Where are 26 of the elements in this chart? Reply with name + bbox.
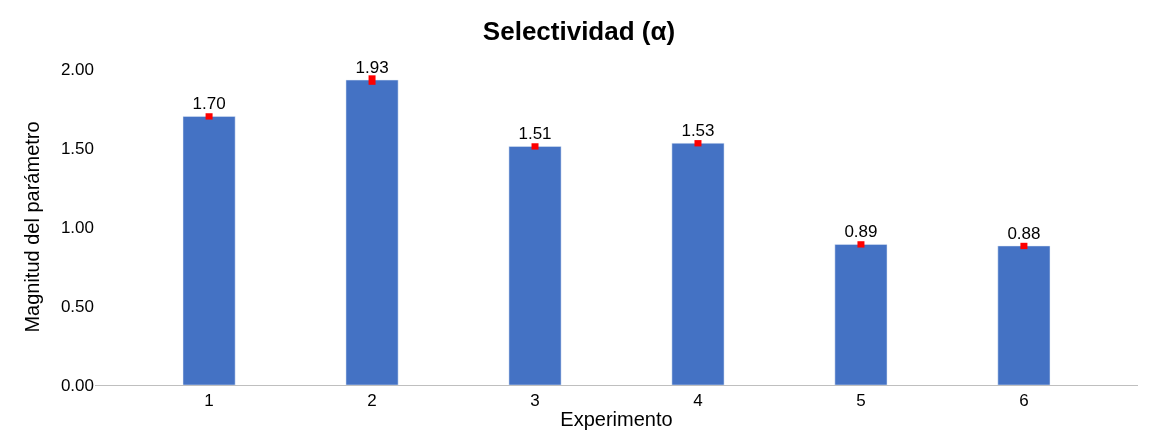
x-tick-label: 4 xyxy=(693,391,703,411)
bar xyxy=(182,116,236,385)
y-tick-label: 1.50 xyxy=(60,138,94,158)
x-tick-label: 2 xyxy=(367,391,377,411)
x-tick-label: 3 xyxy=(530,391,540,411)
data-label: 1.70 xyxy=(192,94,226,114)
data-label: 0.89 xyxy=(844,222,878,242)
y-tick-label: 0.00 xyxy=(60,375,94,395)
y-axis-title: Magnitud del parámetro xyxy=(21,121,44,333)
x-tick-label: 5 xyxy=(856,391,866,411)
bar xyxy=(997,245,1051,385)
y-tick-label: 1.00 xyxy=(60,217,94,237)
data-label: 1.53 xyxy=(681,121,715,141)
y-tick-label: 2.00 xyxy=(60,59,94,79)
x-axis-title: Experimento xyxy=(560,407,673,430)
bar xyxy=(508,146,562,385)
chart-title: Selectividad (α) xyxy=(482,16,676,47)
x-tick-label: 6 xyxy=(1019,391,1029,411)
x-tick-label: 1 xyxy=(204,391,214,411)
data-label: 1.93 xyxy=(355,58,389,78)
bar xyxy=(345,79,399,385)
bar xyxy=(671,143,725,385)
data-label: 0.88 xyxy=(1007,223,1041,243)
y-tick-label: 0.50 xyxy=(60,296,94,316)
bar xyxy=(834,244,888,385)
data-label: 1.51 xyxy=(518,124,552,144)
